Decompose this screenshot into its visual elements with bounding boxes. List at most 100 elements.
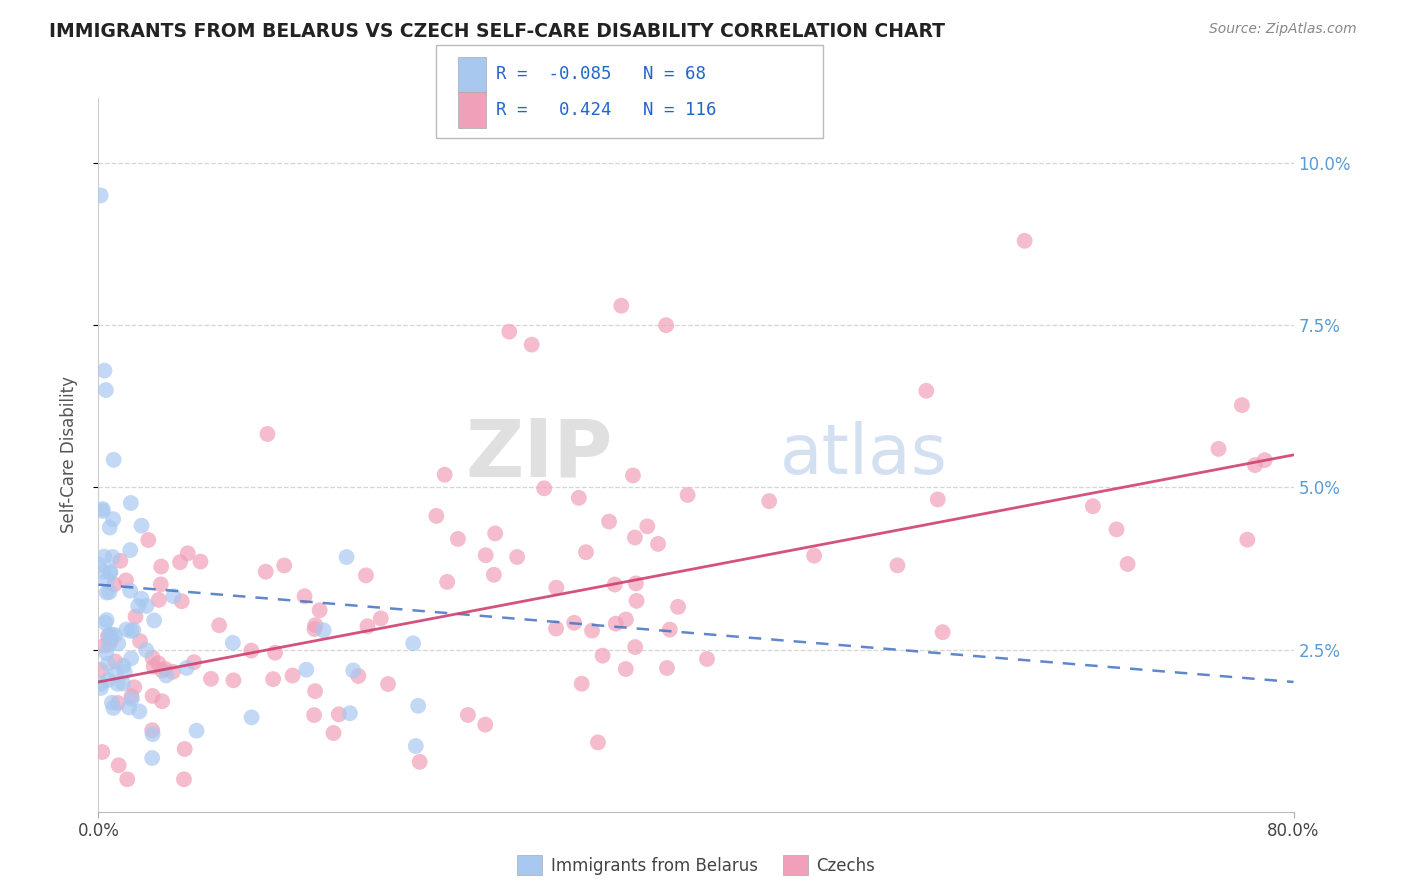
Point — [136, 533, 159, 547]
Point — [304, 618, 326, 632]
Point — [294, 589, 316, 603]
Point — [506, 549, 529, 564]
Text: ZIP: ZIP — [465, 416, 613, 494]
Point — [658, 623, 681, 637]
Point — [647, 537, 669, 551]
Point — [581, 624, 603, 638]
Text: atlas: atlas — [779, 421, 948, 489]
Point — [162, 589, 184, 603]
Point — [141, 723, 163, 738]
Point — [308, 603, 330, 617]
Point — [93, 363, 115, 377]
Point — [124, 609, 146, 624]
Point — [328, 707, 350, 722]
Point — [100, 627, 122, 641]
Point — [100, 632, 122, 647]
Point — [135, 599, 157, 613]
Point — [281, 668, 304, 682]
Point — [614, 612, 637, 626]
Point — [98, 637, 121, 651]
Point — [222, 636, 245, 650]
Point — [112, 676, 135, 690]
Point — [408, 755, 430, 769]
Point — [101, 696, 124, 710]
Point — [1236, 533, 1258, 547]
Point — [1014, 234, 1036, 248]
Point — [1081, 499, 1104, 513]
Point — [131, 591, 153, 606]
Point — [354, 568, 377, 582]
Point — [295, 663, 318, 677]
Point — [1208, 442, 1230, 456]
Point — [141, 650, 163, 665]
Point — [254, 565, 277, 579]
Point — [562, 615, 585, 630]
Point — [342, 664, 364, 678]
Point — [103, 452, 125, 467]
Legend: Immigrants from Belarus, Czechs: Immigrants from Belarus, Czechs — [510, 848, 882, 882]
Point — [89, 558, 111, 572]
Point — [104, 666, 127, 681]
Point — [91, 504, 114, 518]
Point — [322, 726, 344, 740]
Point — [128, 705, 150, 719]
Point — [143, 614, 166, 628]
Point — [97, 673, 120, 687]
Point — [93, 639, 115, 653]
Point — [568, 491, 591, 505]
Point — [90, 676, 112, 690]
Point — [90, 188, 112, 202]
Point — [1230, 398, 1253, 412]
Point — [676, 488, 699, 502]
Point — [312, 624, 335, 638]
Point — [190, 555, 212, 569]
Point — [208, 618, 231, 632]
Point — [915, 384, 938, 398]
Point — [148, 593, 170, 607]
Point — [120, 543, 142, 558]
Point — [696, 652, 718, 666]
Point — [107, 637, 129, 651]
Point — [498, 325, 520, 339]
Point — [803, 549, 825, 563]
Point — [610, 299, 633, 313]
Point — [592, 648, 614, 663]
Point — [115, 623, 138, 637]
Point — [96, 613, 118, 627]
Point — [96, 646, 118, 660]
Point — [101, 512, 124, 526]
Point — [173, 742, 195, 756]
Point — [598, 515, 620, 529]
Point — [150, 694, 173, 708]
Point — [533, 481, 555, 495]
Point — [110, 554, 132, 568]
Point — [222, 673, 245, 688]
Point — [142, 689, 165, 703]
Point — [447, 532, 470, 546]
Point — [97, 629, 120, 643]
Point — [370, 611, 392, 625]
Point — [120, 583, 142, 598]
Point — [484, 526, 506, 541]
Point — [927, 492, 949, 507]
Point — [103, 701, 125, 715]
Point — [120, 690, 142, 704]
Point — [115, 574, 138, 588]
Point — [96, 585, 118, 599]
Point — [120, 624, 142, 638]
Point — [91, 502, 114, 516]
Point — [127, 599, 149, 613]
Point — [758, 494, 780, 508]
Point — [626, 594, 648, 608]
Point — [603, 577, 626, 591]
Point — [169, 555, 191, 569]
Point — [302, 708, 325, 723]
Point — [170, 594, 193, 608]
Point — [91, 565, 114, 579]
Point — [624, 531, 647, 545]
Point — [129, 634, 152, 648]
Point — [100, 566, 122, 580]
Point — [150, 664, 173, 678]
Point — [115, 772, 138, 787]
Point — [94, 383, 117, 397]
